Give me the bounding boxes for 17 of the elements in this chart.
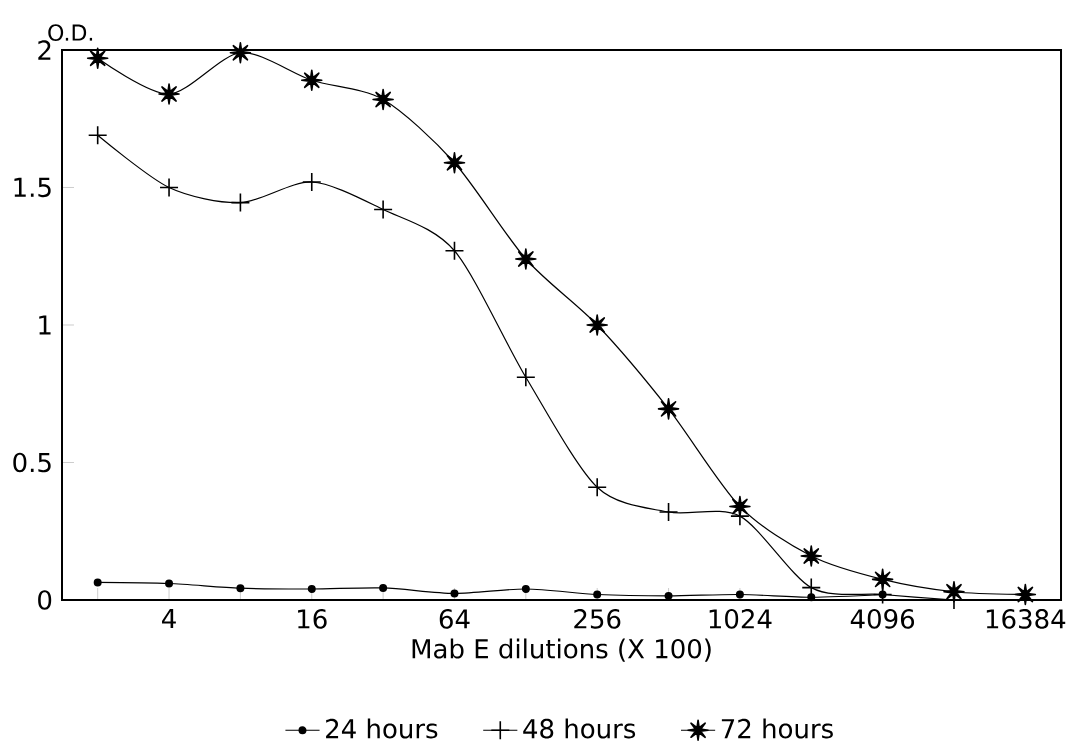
legend-label: 72 hours bbox=[721, 718, 833, 739]
y-tick-label: 0.5 bbox=[13, 452, 51, 473]
y-tick-label: 1.5 bbox=[14, 177, 51, 198]
x-tick-label: 1024 bbox=[709, 609, 772, 629]
x-axis-title: Mab E dilutions (X 100) bbox=[412, 638, 711, 662]
legend-label: 48 hours bbox=[523, 718, 636, 739]
y-axis-title: O.D. bbox=[48, 24, 93, 41]
x-tick-label: 16384 bbox=[986, 609, 1066, 629]
x-tick-label: 16 bbox=[298, 609, 327, 629]
legend-label: 24 hours bbox=[326, 718, 438, 739]
y-tick-label: 1 bbox=[39, 315, 51, 335]
x-tick-label: 256 bbox=[574, 609, 621, 629]
x-tick-label: 64 bbox=[439, 609, 470, 629]
x-tick-label: 4096 bbox=[850, 609, 915, 629]
x-tick-label: 4 bbox=[162, 609, 176, 629]
y-tick-label: 0 bbox=[38, 590, 52, 610]
y-tick-label: 2 bbox=[38, 40, 51, 60]
